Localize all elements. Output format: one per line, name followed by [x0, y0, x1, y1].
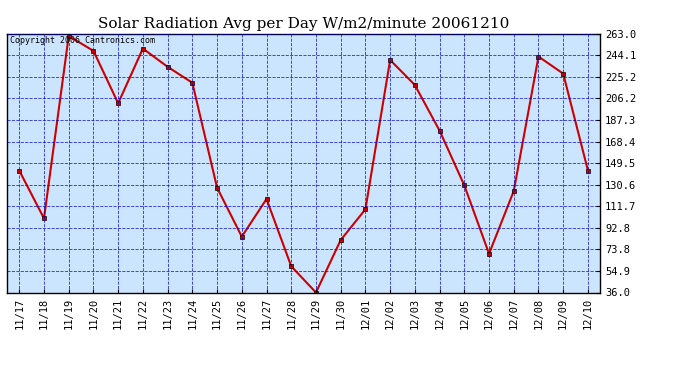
Title: Solar Radiation Avg per Day W/m2/minute 20061210: Solar Radiation Avg per Day W/m2/minute … [98, 17, 509, 31]
Text: Copyright 2006 Cantronics.com: Copyright 2006 Cantronics.com [10, 36, 155, 45]
